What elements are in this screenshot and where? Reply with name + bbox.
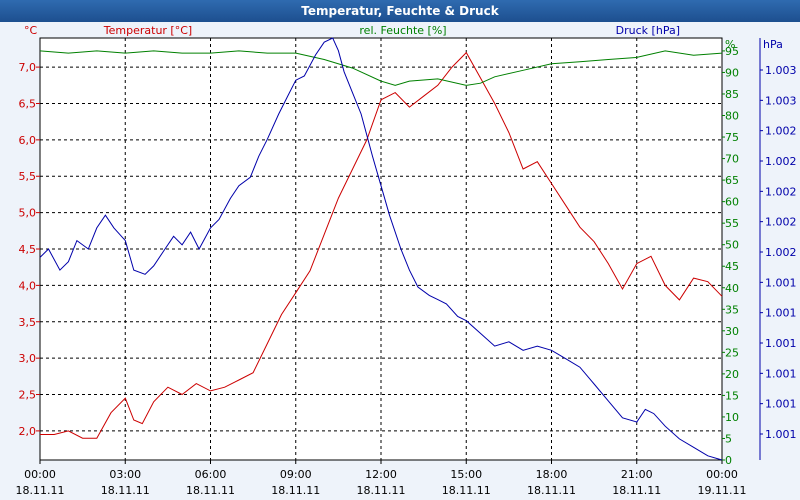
x-tick-date: 18.11.11 (271, 484, 320, 497)
temperature-tick-label: 5,5 (19, 170, 37, 183)
pressure-tick-label: 1.002 (765, 125, 797, 138)
temperature-tick-label: 3,0 (19, 352, 37, 365)
humidity-tick-label: 10 (725, 411, 739, 424)
x-tick-date: 18.11.11 (527, 484, 576, 497)
pressure-tick-label: 1.001 (765, 276, 797, 289)
humidity-tick-label: 80 (725, 110, 739, 123)
x-tick-time: 12:00 (365, 468, 397, 481)
pressure-series-line (39, 37, 723, 461)
pressure-tick-label: 1.002 (765, 155, 797, 168)
pressure-tick-label: 1.001 (765, 307, 797, 320)
temperature-tick-label: 5,0 (19, 207, 37, 220)
x-tick-time: 18:00 (536, 468, 568, 481)
x-tick-date: 18.11.11 (357, 484, 406, 497)
pressure-tick-label: 1.001 (765, 398, 797, 411)
humidity-tick-label: 70 (725, 153, 739, 166)
pressure-tick-label: 1.003 (765, 94, 797, 107)
temperature-tick-label: 6,0 (19, 134, 37, 147)
humidity-tick-label: 55 (725, 217, 739, 230)
series-group (39, 37, 723, 461)
humidity-tick-label: 75 (725, 131, 739, 144)
x-tick-date: 18.11.11 (442, 484, 491, 497)
pressure-tick-label: 1.001 (765, 428, 797, 441)
x-tick-time: 09:00 (280, 468, 312, 481)
humidity-tick-label: 60 (725, 196, 739, 209)
humidity-tick-label: 35 (725, 303, 739, 316)
pressure-tick-label: 1.001 (765, 367, 797, 380)
humidity-tick-label: 95 (725, 45, 739, 58)
humidity-series-line (39, 50, 723, 86)
humidity-tick-label: 20 (725, 368, 739, 381)
x-tick-date: 18.11.11 (16, 484, 65, 497)
temperature-tick-label: 7,0 (19, 61, 37, 74)
temperature-axis-title: Temperatur [°C] (103, 24, 192, 37)
pressure-tick-label: 1.001 (765, 337, 797, 350)
temperature-tick-label: 3,5 (19, 316, 37, 329)
humidity-tick-label: 0 (725, 454, 732, 467)
pressure-tick-label: 1.002 (765, 185, 797, 198)
humidity-tick-label: 15 (725, 389, 739, 402)
chart-canvas: 00:00 18.11.11 03:00 18.11.11 06:00 18.11.11 0… (16, 24, 797, 497)
x-tick-date: 18.11.11 (101, 484, 150, 497)
humidity-tick-label: 40 (725, 282, 739, 295)
humidity-tick-label: 50 (725, 239, 739, 252)
temperature-tick-label: 4,0 (19, 279, 37, 292)
temperature-tick-label: 2,5 (19, 389, 37, 402)
pressure-tick-label: 1.003 (765, 64, 797, 77)
humidity-tick-label: 25 (725, 346, 739, 359)
temperature-tick-label: 6,5 (19, 97, 37, 110)
x-tick-time: 00:00 (24, 468, 56, 481)
x-tick-date: 18.11.11 (186, 484, 235, 497)
temperature-tick-label: 2,0 (19, 425, 37, 438)
axes-group: 00:00 18.11.11 03:00 18.11.11 06:00 18.11.11 0… (16, 24, 797, 497)
humidity-tick-label: 5 (725, 432, 732, 445)
x-tick-time: 15:00 (450, 468, 482, 481)
temperature-unit: °C (24, 24, 38, 37)
humidity-tick-label: 85 (725, 88, 739, 101)
temperature-series-line (40, 51, 723, 439)
pressure-tick-label: 1.002 (765, 216, 797, 229)
humidity-tick-label: 45 (725, 260, 739, 273)
pressure-tick-label: 1.002 (765, 246, 797, 259)
x-tick-date: 19.11.11 (698, 484, 747, 497)
grid-lines (40, 38, 722, 460)
temperature-tick-label: 4,5 (19, 243, 37, 256)
x-tick-time: 03:00 (109, 468, 141, 481)
humidity-unit: % (725, 38, 735, 51)
pressure-unit: hPa (763, 38, 783, 51)
x-tick-time: 06:00 (195, 468, 227, 481)
pressure-axis-title: Druck [hPa] (616, 24, 680, 37)
humidity-axis-title: rel. Feuchte [%] (359, 24, 446, 37)
x-tick-date: 18.11.11 (612, 484, 661, 497)
x-tick-time: 21:00 (621, 468, 653, 481)
humidity-tick-label: 30 (725, 325, 739, 338)
x-tick-time: 00:00 (706, 468, 738, 481)
humidity-tick-label: 90 (725, 66, 739, 79)
chart-title: Temperatur, Feuchte & Druck (0, 0, 800, 22)
humidity-tick-label: 65 (725, 174, 739, 187)
